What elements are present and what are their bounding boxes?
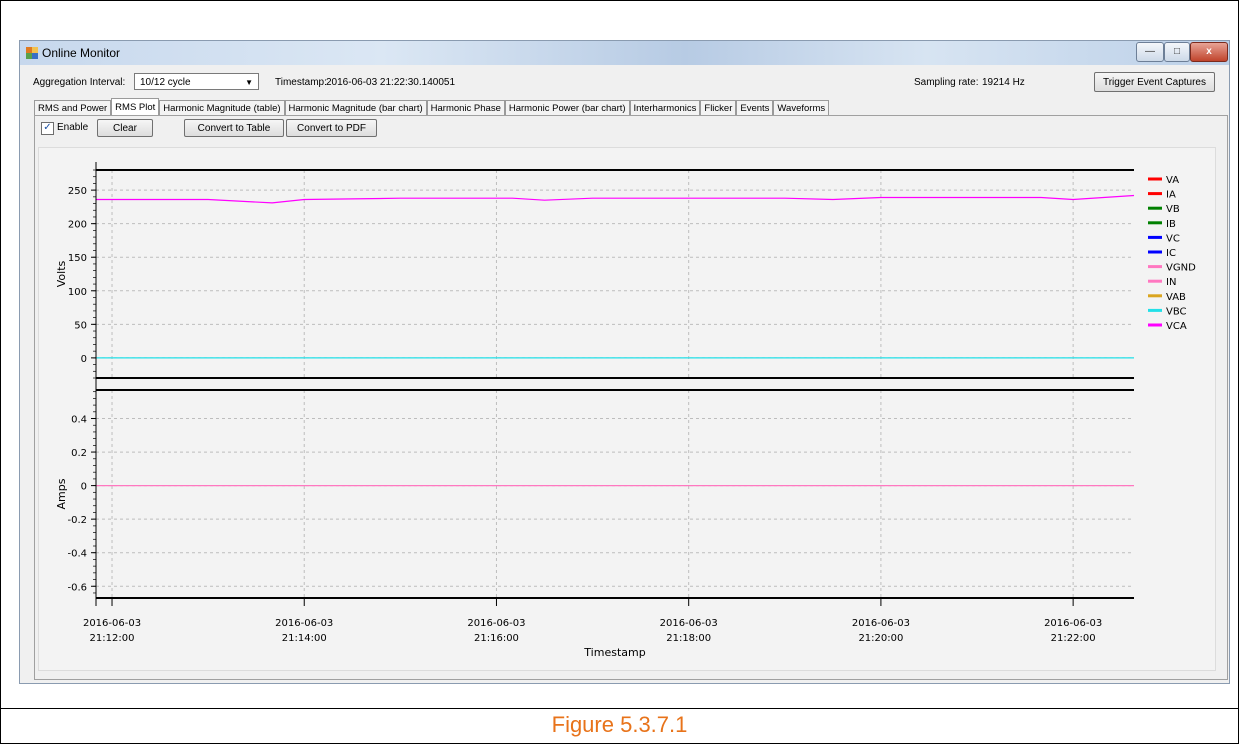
legend-label-ic: IC	[1166, 248, 1176, 259]
sampling-rate-value: 19214 Hz	[982, 77, 1025, 88]
x-tick-label-date: 2016-06-03	[660, 618, 718, 629]
x-tick-label-time: 21:18:00	[666, 633, 711, 644]
timestamp-label: Timestamp:	[275, 77, 327, 88]
y-axis-label: Amps	[55, 478, 68, 509]
series-line-vca	[96, 194, 1135, 204]
x-tick-label-date: 2016-06-03	[1044, 618, 1102, 629]
legend-label-vab: VAB	[1166, 292, 1186, 303]
close-button[interactable]: x	[1190, 42, 1228, 62]
legend-label-vb: VB	[1166, 204, 1180, 215]
y-tick-label: -0.2	[67, 515, 87, 526]
enable-label: Enable	[57, 122, 89, 133]
y-tick-label: 100	[68, 287, 87, 298]
y-tick-label: -0.6	[67, 582, 87, 593]
y-tick-label: 50	[74, 320, 87, 331]
legend-label-vc: VC	[1166, 233, 1180, 244]
caption-separator	[0, 708, 1239, 709]
x-tick-label-time: 21:20:00	[858, 633, 903, 644]
minimize-button[interactable]: —	[1136, 42, 1164, 62]
tab-rms-and-power[interactable]: RMS and Power	[34, 100, 112, 116]
legend-label-in: IN	[1166, 277, 1176, 288]
tab-rms-plot[interactable]: RMS Plot	[111, 98, 160, 116]
x-tick-label-time: 21:14:00	[282, 633, 327, 644]
aggregation-interval-label: Aggregation Interval:	[33, 77, 126, 88]
tab-strip: RMS and Power RMS Plot Harmonic Magnitude …	[34, 98, 830, 116]
tab-interharmonics[interactable]: Interharmonics	[629, 100, 701, 116]
trigger-event-captures-button[interactable]: Trigger Event Captures	[1094, 72, 1215, 92]
tab-waveforms[interactable]: Waveforms	[773, 100, 830, 116]
y-tick-label: 250	[68, 186, 87, 197]
y-tick-label: 150	[68, 253, 87, 264]
window-title: Online Monitor	[42, 46, 121, 60]
x-tick-label-date: 2016-06-03	[83, 618, 141, 629]
legend-label-ia: IA	[1166, 190, 1176, 201]
timestamp-value: 2016-06-03 21:22:30.140051	[326, 77, 456, 88]
x-tick-label-time: 21:12:00	[90, 633, 135, 644]
y-tick-label: 0.2	[71, 448, 87, 459]
tab-harmonic-magnitude-bar-chart[interactable]: Harmonic Magnitude (bar chart)	[284, 100, 427, 116]
clear-button[interactable]: Clear	[97, 119, 153, 137]
convert-to-table-button[interactable]: Convert to Table	[184, 119, 284, 137]
tab-harmonic-power-bar-chart[interactable]: Harmonic Power (bar chart)	[504, 100, 630, 116]
y-tick-label: 200	[68, 220, 87, 231]
y-tick-label: 0	[81, 482, 87, 493]
tab-harmonic-phase[interactable]: Harmonic Phase	[426, 100, 505, 116]
x-axis-label: Timestamp	[583, 646, 645, 659]
enable-checkbox[interactable]: ✓	[41, 122, 54, 135]
x-tick-label-date: 2016-06-03	[852, 618, 910, 629]
tab-flicker[interactable]: Flicker	[700, 100, 737, 116]
x-tick-label-time: 21:16:00	[474, 633, 519, 644]
y-tick-label: 0	[81, 354, 87, 365]
maximize-button[interactable]: □	[1164, 42, 1190, 62]
app-icon	[26, 47, 38, 59]
legend-label-vbc: VBC	[1166, 306, 1187, 317]
x-tick-label-time: 21:22:00	[1051, 633, 1096, 644]
convert-to-pdf-button[interactable]: Convert to PDF	[286, 119, 377, 137]
legend-label-ib: IB	[1166, 219, 1176, 230]
y-tick-label: 0.4	[71, 415, 87, 426]
tab-events[interactable]: Events	[736, 100, 774, 116]
legend-label-vca: VCA	[1166, 321, 1187, 332]
y-axis-label: Volts	[55, 260, 68, 287]
title-bar[interactable]: Online Monitor — □ x	[20, 41, 1229, 65]
sampling-rate-label: Sampling rate:	[914, 77, 979, 88]
legend-label-va: VA	[1166, 175, 1179, 186]
legend-label-vgnd: VGND	[1166, 263, 1196, 274]
chevron-down-icon: ▼	[245, 78, 253, 87]
plot-area	[38, 147, 1216, 671]
tab-harmonic-magnitude-table[interactable]: Harmonic Magnitude (table)	[159, 100, 285, 116]
figure-caption: Figure 5.3.7.1	[551, 712, 688, 737]
aggregation-interval-value: 10/12 cycle	[140, 77, 191, 88]
aggregation-interval-select[interactable]: 10/12 cycle ▼	[134, 73, 259, 90]
x-tick-label-date: 2016-06-03	[467, 618, 525, 629]
x-tick-label-date: 2016-06-03	[275, 618, 333, 629]
y-tick-label: -0.4	[67, 549, 87, 560]
